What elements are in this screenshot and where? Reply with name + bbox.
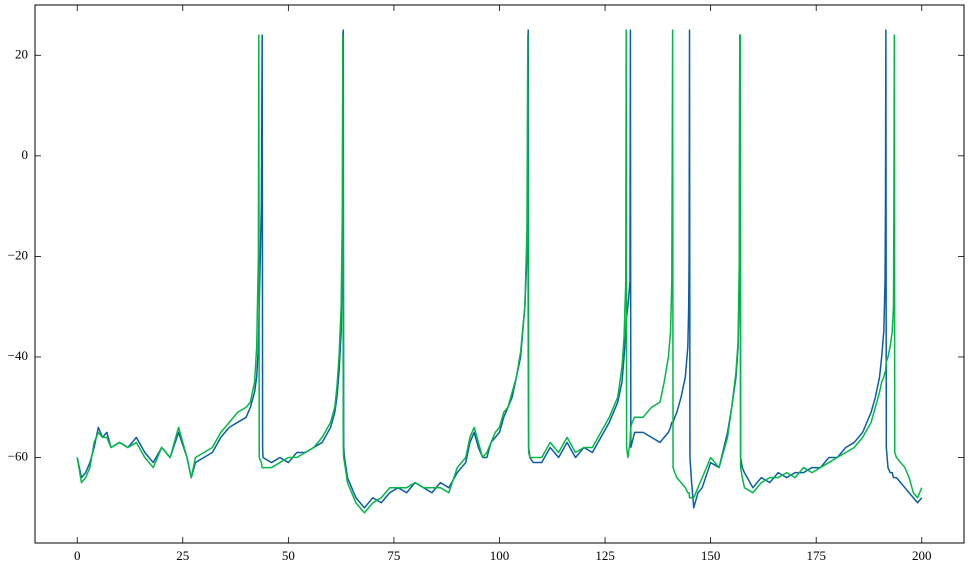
y-tick-label: −60 [8,449,28,464]
x-tick-label: 200 [912,548,932,563]
x-tick-label: 75 [387,548,400,563]
x-tick-label: 125 [595,548,615,563]
x-tick-label: 150 [701,548,721,563]
x-tick-label: 0 [74,548,81,563]
y-tick-label: 0 [22,147,29,162]
x-tick-label: 175 [806,548,826,563]
series-line [76,29,923,514]
y-tick-label: 20 [15,46,28,61]
x-tick-label: 100 [490,548,510,563]
y-tick-label: −40 [8,348,28,363]
x-tick-label: 25 [176,548,189,563]
y-tick-label: −20 [8,247,28,262]
series-line [76,29,923,509]
x-tick-label: 50 [282,548,295,563]
